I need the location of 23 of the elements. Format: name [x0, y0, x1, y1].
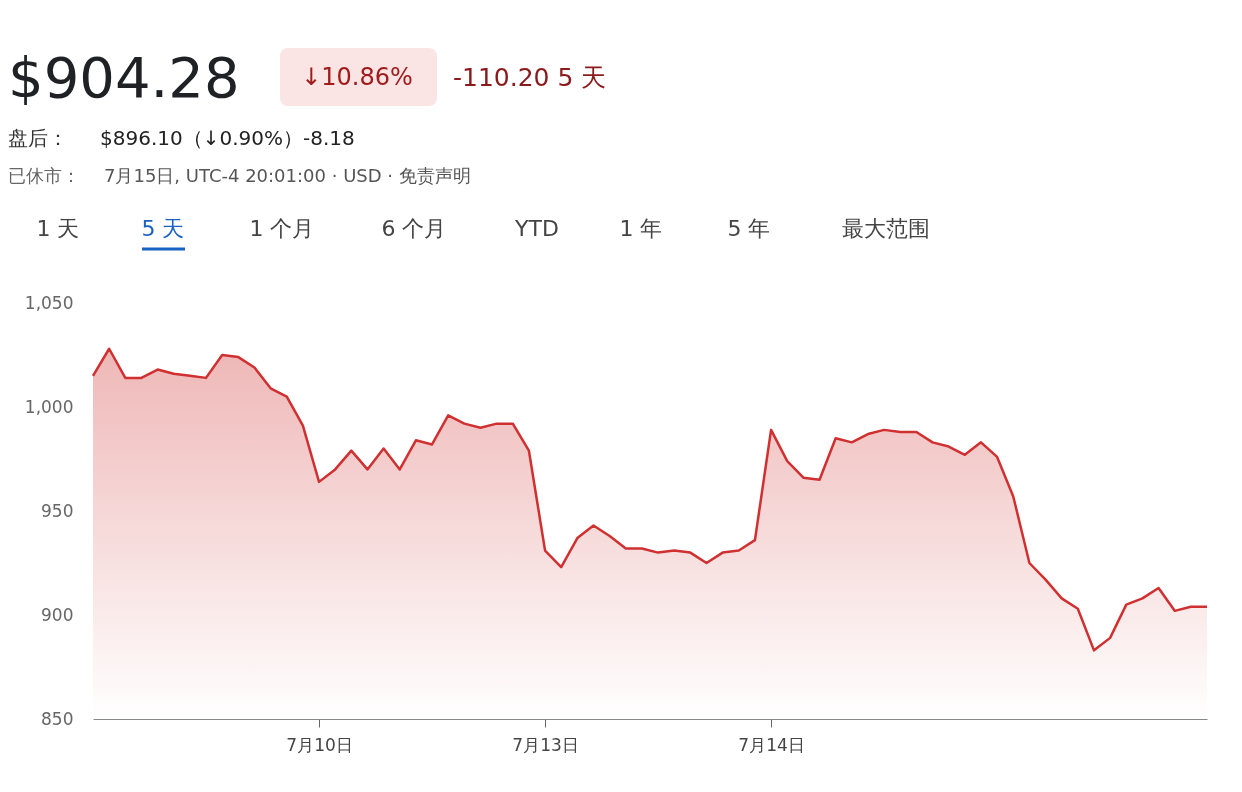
text: -110.20 5 天: [453, 63, 607, 92]
text: 6 个月: [381, 216, 447, 241]
text: YTD: [514, 216, 559, 241]
y-tick-label: 900: [41, 604, 74, 625]
text: 已休市：: [8, 165, 80, 186]
text: 7月15日, UTC-4 20:01:00 · USD · 免责声明: [104, 165, 471, 186]
x-tick-label: 7月13日: [512, 734, 579, 755]
text: 5 年: [727, 216, 771, 241]
x-tick-label: 7月10日: [286, 734, 353, 755]
text: 盘后：: [8, 126, 68, 150]
chart-title: $904.28: [8, 45, 240, 110]
text: 1 年: [619, 216, 663, 241]
y-tick-label: 1,050: [24, 292, 74, 313]
text: 最大范围: [842, 216, 930, 241]
y-tick-label: 950: [41, 500, 74, 521]
text: 5 天: [141, 216, 185, 241]
text: ↓10.86%: [301, 63, 413, 91]
text: $896.10（↓0.90%）-8.18: [100, 126, 355, 150]
y-tick-label: 1,000: [24, 396, 74, 417]
x-tick-label: 7月14日: [738, 734, 805, 755]
text: 1 天: [36, 216, 80, 241]
y-tick-label: 850: [41, 708, 74, 729]
text: 1 个月: [249, 216, 315, 241]
